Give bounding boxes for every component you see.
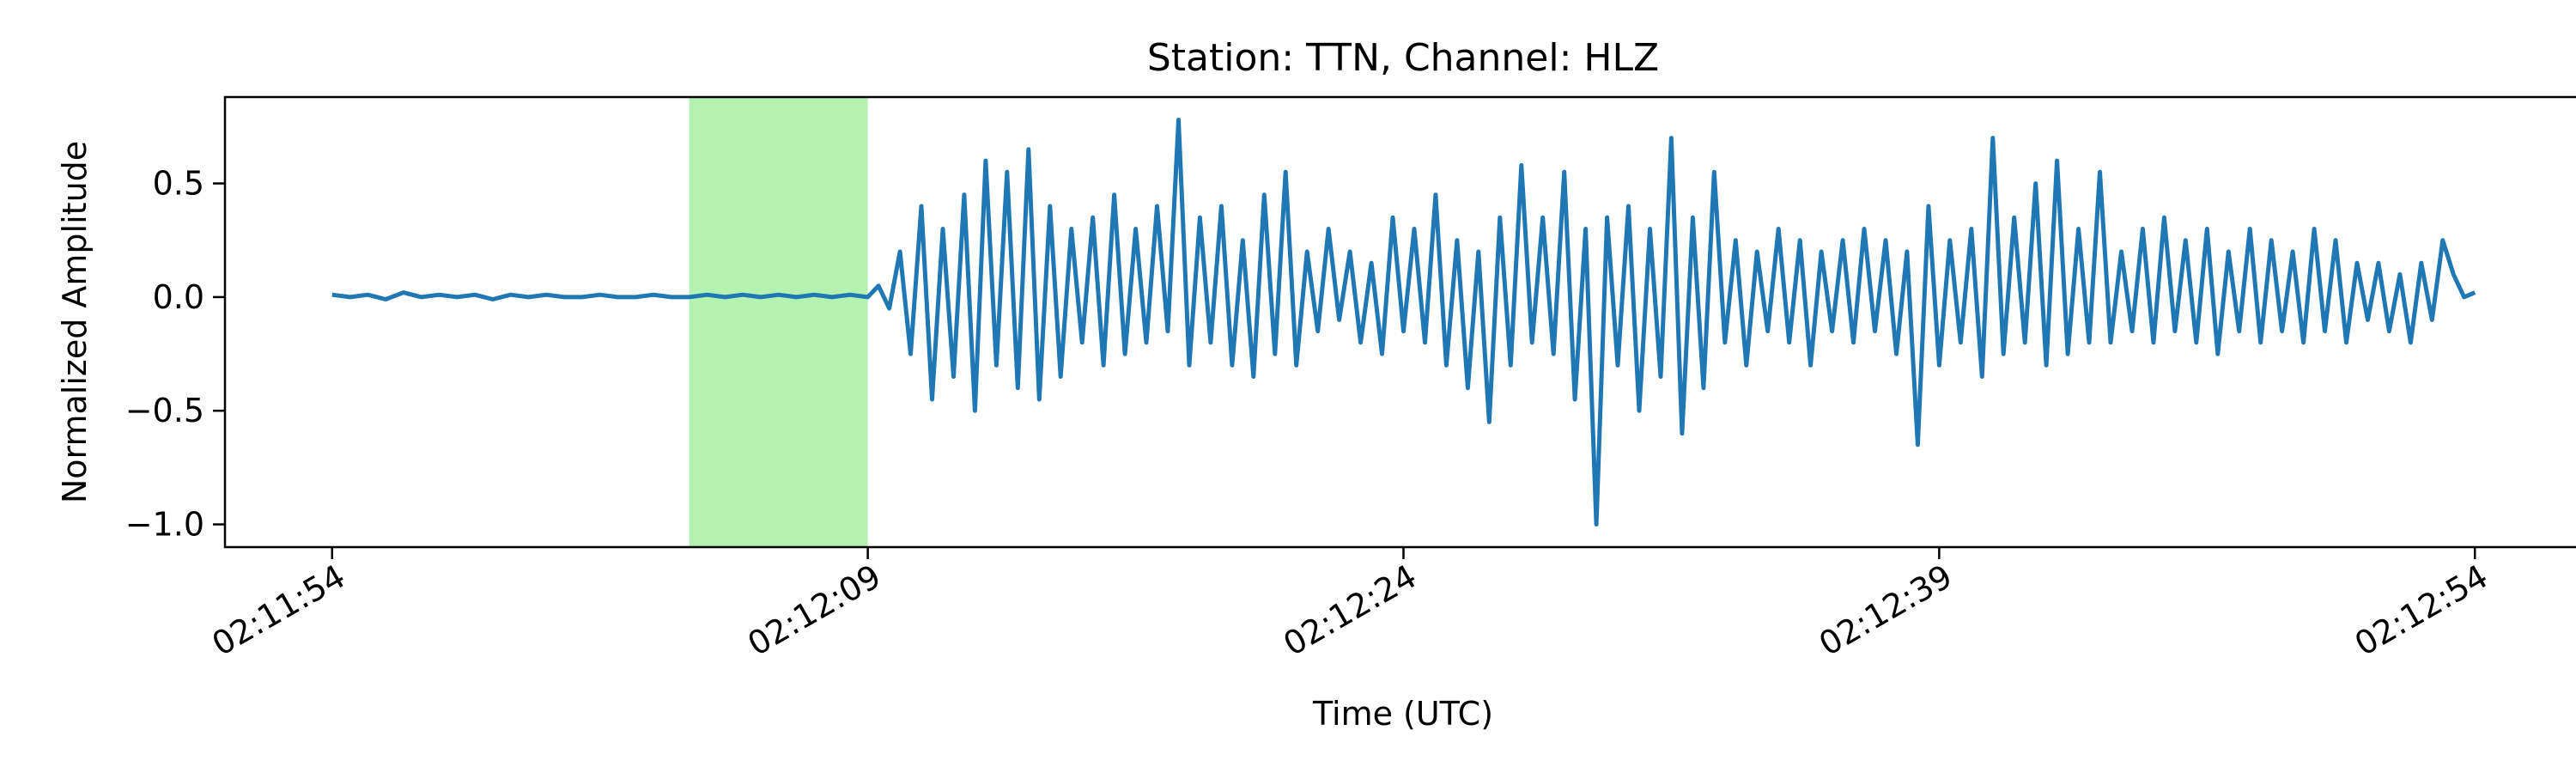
y-tick-label: 0.5: [153, 165, 204, 203]
plot-frame: [223, 95, 2576, 549]
y-tick-label: 0.0: [153, 278, 204, 316]
chart-title: Station: TTN, Channel: HLZ: [1147, 36, 1659, 80]
x-axis-label: Time (UTC): [1312, 695, 1493, 733]
y-tick-label: −0.5: [125, 392, 204, 429]
series-line: [331, 118, 2476, 526]
y-tick-label: −1.0: [125, 506, 204, 544]
y-axis-label: Normalized Amplitude: [56, 141, 94, 503]
highlight-window: [689, 97, 868, 547]
